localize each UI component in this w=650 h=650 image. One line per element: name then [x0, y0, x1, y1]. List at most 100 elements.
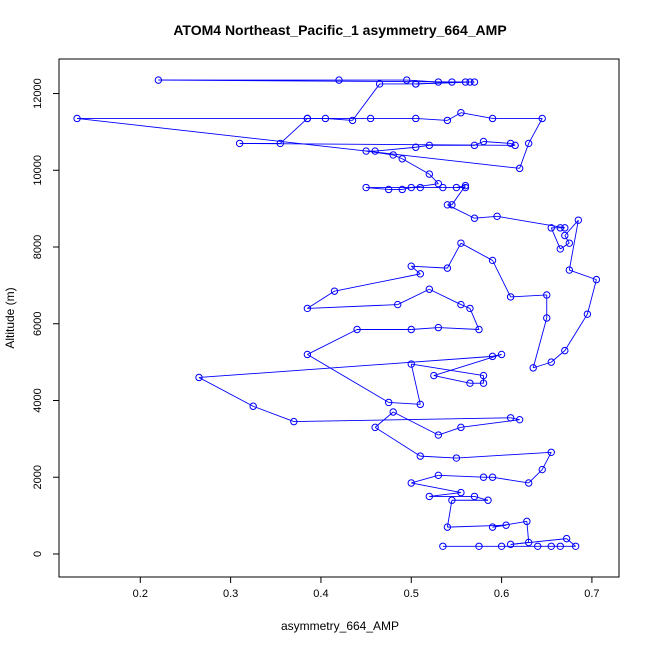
data-point [434, 323, 443, 332]
data-point [571, 542, 580, 551]
data-point [303, 350, 312, 359]
data-point [479, 473, 488, 481]
series-segment [460, 304, 471, 309]
data-point [73, 114, 81, 123]
data-point [470, 141, 479, 150]
series-segment [279, 118, 308, 144]
data-point [434, 180, 443, 188]
y-tick-label: 8000 [32, 235, 44, 259]
data-point [412, 143, 420, 151]
series-segment [510, 417, 520, 421]
data-point [389, 408, 397, 416]
data-point [434, 78, 443, 86]
data-point [461, 181, 470, 190]
data-point [439, 542, 447, 551]
data-point [416, 452, 424, 460]
data-point [407, 360, 415, 368]
data-point [523, 517, 531, 526]
series-segment [456, 451, 552, 459]
data-point [506, 139, 515, 148]
data-point [506, 540, 515, 549]
series-segment [392, 411, 439, 436]
data-point [384, 398, 393, 407]
series-segment [393, 154, 403, 160]
data-point [524, 479, 533, 487]
data-point [425, 492, 434, 501]
data-point [592, 275, 601, 284]
data-point [276, 139, 284, 148]
data-point [412, 80, 420, 88]
y-tick-label: 12000 [32, 78, 44, 109]
series-segment [496, 215, 565, 229]
data-point [416, 400, 424, 409]
series-segment [411, 183, 439, 188]
series-segment [411, 474, 439, 484]
data-point [412, 114, 420, 123]
data-point [556, 245, 564, 253]
data-point [430, 371, 438, 380]
series-segment [568, 220, 579, 271]
data-point [583, 310, 592, 318]
series-points [73, 76, 601, 551]
data-point [389, 151, 397, 159]
series-segment [586, 279, 597, 315]
series-segment [411, 482, 462, 494]
y-tick-label: 6000 [32, 312, 44, 336]
data-point [497, 350, 506, 359]
series-segment [566, 538, 576, 547]
data-point [330, 287, 339, 295]
data-point [561, 346, 569, 355]
data-point [547, 224, 555, 232]
series-segment [198, 355, 493, 378]
series-segment [438, 327, 480, 330]
series-segment [447, 112, 462, 121]
series-segment [429, 492, 461, 497]
series-segment [564, 235, 570, 244]
data-point [543, 291, 551, 299]
data-point [488, 114, 497, 123]
data-point [562, 534, 571, 543]
data-point [466, 78, 474, 86]
series-segment [334, 273, 421, 292]
x-tick-label: 0.5 [404, 588, 419, 600]
series-segment [460, 242, 493, 261]
data-point [506, 414, 515, 422]
series-segment [411, 327, 439, 330]
series-segment [375, 146, 416, 152]
data-point [290, 417, 298, 426]
data-point [425, 170, 434, 178]
data-point [547, 448, 555, 456]
data-point [565, 239, 574, 247]
series-segment [447, 524, 507, 528]
data-point [154, 76, 163, 84]
series-segment [388, 401, 421, 405]
series-segment [293, 417, 511, 423]
y-axis-label: Altitude (m) [3, 287, 17, 348]
y-tick-label: 0 [32, 551, 44, 557]
series-segment [325, 118, 353, 121]
y-tick-label: 2000 [32, 465, 44, 489]
data-point [515, 415, 524, 424]
data-point [394, 300, 402, 309]
data-point [443, 523, 452, 531]
series-segment [415, 144, 430, 148]
data-point [502, 521, 510, 529]
data-point [366, 114, 375, 123]
y-axis: 0 2000 4000 6000 8000 10000 12000 [32, 78, 60, 557]
series-segment [528, 118, 543, 144]
series-segment [397, 288, 430, 305]
series-segment [307, 290, 335, 309]
x-axis-label: asymmetry_664_AMP [281, 619, 399, 633]
data-point [452, 454, 461, 462]
data-point [362, 183, 370, 192]
series-segment [564, 313, 588, 351]
series-segment [429, 288, 462, 305]
data-point [348, 116, 357, 125]
series-segment [569, 269, 597, 281]
data-point [443, 116, 452, 125]
data-point [416, 183, 424, 192]
data-point [479, 137, 488, 146]
series-segment [438, 474, 484, 478]
data-point [403, 76, 411, 84]
